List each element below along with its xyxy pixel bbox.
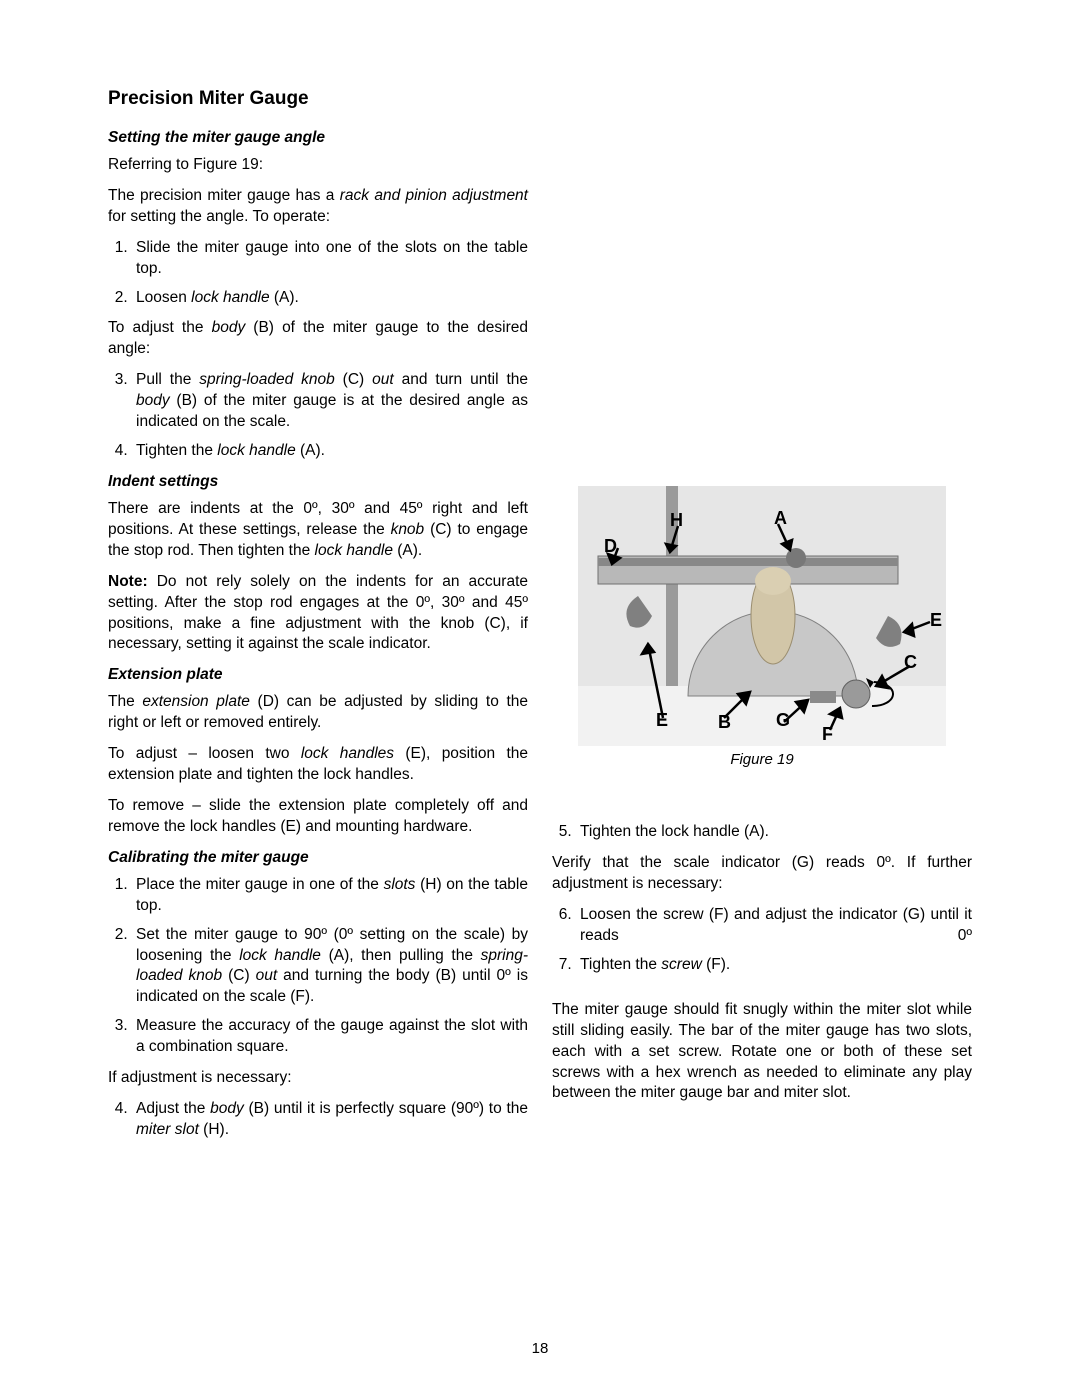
left-column: Setting the miter gauge angle Referring … bbox=[108, 118, 528, 1151]
para-adjust-body: To adjust the body (B) of the miter gaug… bbox=[108, 318, 528, 360]
list-item: Tighten the lock handle (A). bbox=[576, 822, 972, 843]
para-if-adjust: If adjustment is necessary: bbox=[108, 1068, 528, 1089]
fig-label-F: F bbox=[822, 722, 833, 746]
para-ext-adjust: The extension plate (D) can be adjusted … bbox=[108, 692, 528, 734]
list-calibrate: Place the miter gauge in one of the slot… bbox=[108, 875, 528, 1058]
para-verify: Verify that the scale indicator (G) read… bbox=[552, 853, 972, 895]
fig-label-E2: E bbox=[656, 708, 668, 732]
fig-label-D: D bbox=[604, 534, 617, 558]
list-item: Tighten the lock handle (A). bbox=[132, 441, 528, 462]
fig-label-G: G bbox=[776, 708, 790, 732]
page-number: 18 bbox=[0, 1340, 1080, 1357]
subhead-calibrating: Calibrating the miter gauge bbox=[108, 848, 528, 869]
list-item: Tighten the screw (F). bbox=[576, 955, 972, 976]
list-adjust: Pull the spring-loaded knob (C) out and … bbox=[108, 370, 528, 462]
page-title: Precision Miter Gauge bbox=[108, 88, 972, 110]
para-ext-loosen: To adjust – loosen two lock handles (E),… bbox=[108, 744, 528, 786]
fig-label-C: C bbox=[904, 650, 917, 674]
fig-label-A: A bbox=[774, 506, 787, 530]
para-ref-fig19: Referring to Figure 19: bbox=[108, 155, 528, 176]
list-item: Slide the miter gauge into one of the sl… bbox=[132, 238, 528, 280]
list-item: Place the miter gauge in one of the slot… bbox=[132, 875, 528, 917]
figure-19-image: H A D E C E B G F bbox=[578, 486, 946, 746]
two-column-layout: Setting the miter gauge angle Referring … bbox=[108, 118, 972, 1151]
fig-label-H: H bbox=[670, 508, 683, 532]
list-item: Measure the accuracy of the gauge agains… bbox=[132, 1016, 528, 1058]
list-item: Pull the spring-loaded knob (C) out and … bbox=[132, 370, 528, 433]
subhead-extension: Extension plate bbox=[108, 665, 528, 686]
page: Precision Miter Gauge Setting the miter … bbox=[0, 0, 1080, 1397]
list-calibrate-2: Adjust the body (B) until it is perfectl… bbox=[108, 1099, 528, 1141]
figure-caption: Figure 19 bbox=[552, 750, 972, 770]
right-column: H A D E C E B G F Figure 19 Tighten the … bbox=[552, 118, 972, 1151]
para-ext-remove: To remove – slide the extension plate co… bbox=[108, 796, 528, 838]
list-item: Loosen the screw (F) and adjust the indi… bbox=[576, 905, 972, 947]
list-item: Set the miter gauge to 90º (0º setting o… bbox=[132, 925, 528, 1009]
fig-label-B: B bbox=[718, 710, 731, 734]
list-operate: Slide the miter gauge into one of the sl… bbox=[108, 238, 528, 309]
para-snug-fit: The miter gauge should fit snugly within… bbox=[552, 1000, 972, 1105]
subhead-indent: Indent settings bbox=[108, 472, 528, 493]
right-body-text: Tighten the lock handle (A). Verify that… bbox=[552, 822, 972, 1104]
para-rack-pinion: The precision miter gauge has a rack and… bbox=[108, 186, 528, 228]
list-loosen-screw: Loosen the screw (F) and adjust the indi… bbox=[552, 905, 972, 976]
list-item: Loosen lock handle (A). bbox=[132, 288, 528, 309]
list-tighten: Tighten the lock handle (A). bbox=[552, 822, 972, 843]
fig-label-E: E bbox=[930, 608, 942, 632]
para-indents: There are indents at the 0º, 30º and 45º… bbox=[108, 499, 528, 562]
list-item: Adjust the body (B) until it is perfectl… bbox=[132, 1099, 528, 1141]
para-note: Note: Do not rely solely on the indents … bbox=[108, 572, 528, 656]
subhead-setting-angle: Setting the miter gauge angle bbox=[108, 128, 528, 149]
figure-19-wrap: H A D E C E B G F Figure 19 bbox=[552, 486, 972, 770]
